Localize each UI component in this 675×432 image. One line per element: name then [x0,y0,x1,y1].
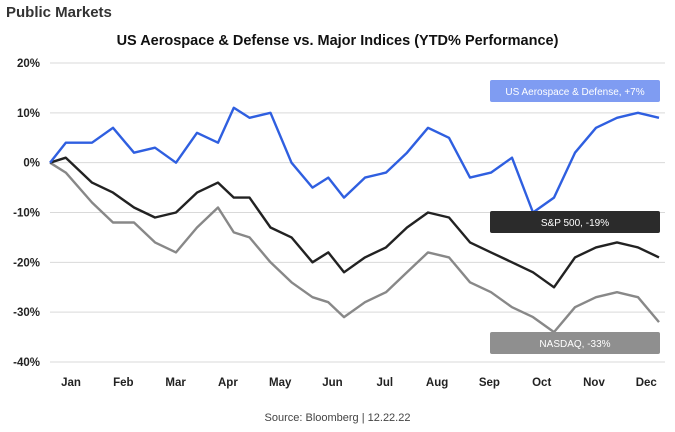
x-tick-label: Apr [218,377,238,389]
series-line-sp500 [49,156,660,289]
series-label-text: US Aerospace & Defense, +7% [505,87,644,98]
y-tick-label: -10% [13,208,40,220]
source-note: Source: Bloomberg | 12.22.22 [264,412,411,424]
x-tick-label: Jun [322,377,342,389]
y-tick-label: 0% [23,158,40,170]
y-tick-label: -40% [13,357,40,369]
chart-title: US Aerospace & Defense vs. Major Indices… [116,33,559,49]
section-header: Public Markets [6,4,112,21]
x-tick-label: Oct [532,377,551,389]
x-tick-label: Sep [479,377,500,389]
y-tick-label: -30% [13,307,40,319]
x-tick-label: Nov [583,377,605,389]
x-tick-label: Dec [636,377,658,389]
series-label-sp500: S&P 500, -19% [490,211,660,233]
x-tick-label: Aug [426,377,448,389]
series-label-text: S&P 500, -19% [541,218,609,229]
x-tick-label: Feb [113,377,133,389]
series-label-text: NASDAQ, -33% [539,339,610,350]
y-tick-label: -20% [13,257,40,269]
series-label-nasdaq: NASDAQ, -33% [490,332,660,354]
series-line-aerospace [49,106,660,214]
x-tick-label: Jan [61,377,81,389]
x-tick-label: Jul [376,377,393,389]
y-tick-label: 20% [17,58,40,70]
x-tick-label: Mar [165,377,186,389]
y-tick-label: 10% [17,108,40,120]
series-label-aerospace: US Aerospace & Defense, +7% [490,80,660,102]
x-tick-label: May [269,377,292,389]
